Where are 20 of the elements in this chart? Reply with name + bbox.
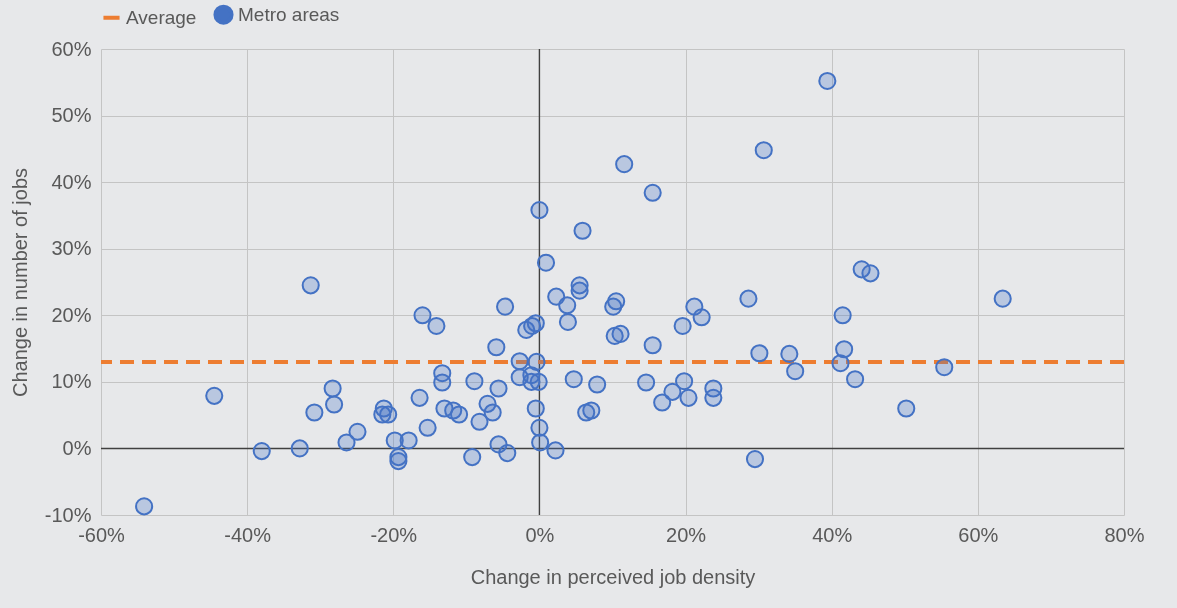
y-tick-label: 60% <box>51 37 92 60</box>
legend-label: Metro areas <box>238 3 340 25</box>
y-tick-label: 10% <box>51 370 92 393</box>
y-tick-label: 30% <box>51 237 92 260</box>
legend-label: Average <box>126 6 197 28</box>
y-axis-title: Change in number of jobs <box>8 167 31 398</box>
x-axis-title: Change in perceived job density <box>470 565 756 588</box>
x-tick-label: 80% <box>1104 523 1145 546</box>
y-tick-label: 50% <box>51 104 92 127</box>
x-tick-label: 0% <box>525 523 555 546</box>
y-tick-label: -10% <box>44 503 92 526</box>
x-tick-label: -40% <box>224 523 272 546</box>
x-tick-label: 20% <box>666 523 707 546</box>
x-tick-label: -20% <box>370 523 418 546</box>
x-tick-label: 40% <box>812 523 853 546</box>
y-tick-label: 40% <box>51 170 92 193</box>
x-tick-label: -60% <box>78 523 126 546</box>
x-tick-label: 60% <box>958 523 999 546</box>
y-tick-label: 20% <box>51 303 92 326</box>
y-tick-label: 0% <box>62 436 92 459</box>
